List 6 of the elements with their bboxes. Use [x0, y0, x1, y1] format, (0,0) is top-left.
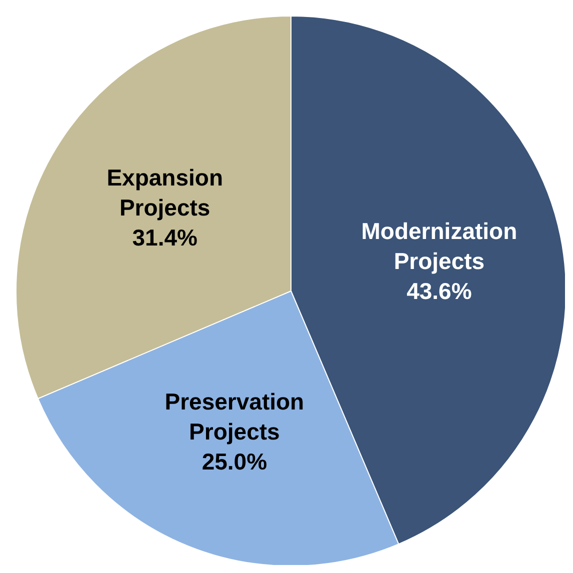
data-label: 31.4% — [132, 224, 198, 251]
data-label: 43.6% — [406, 278, 472, 304]
slice-label: Preservation Projects — [164, 388, 304, 444]
data-label: 25.0% — [202, 448, 268, 474]
slice-label: Modernization Projects — [361, 218, 518, 274]
slice-label: Expansion Projects — [106, 164, 223, 221]
